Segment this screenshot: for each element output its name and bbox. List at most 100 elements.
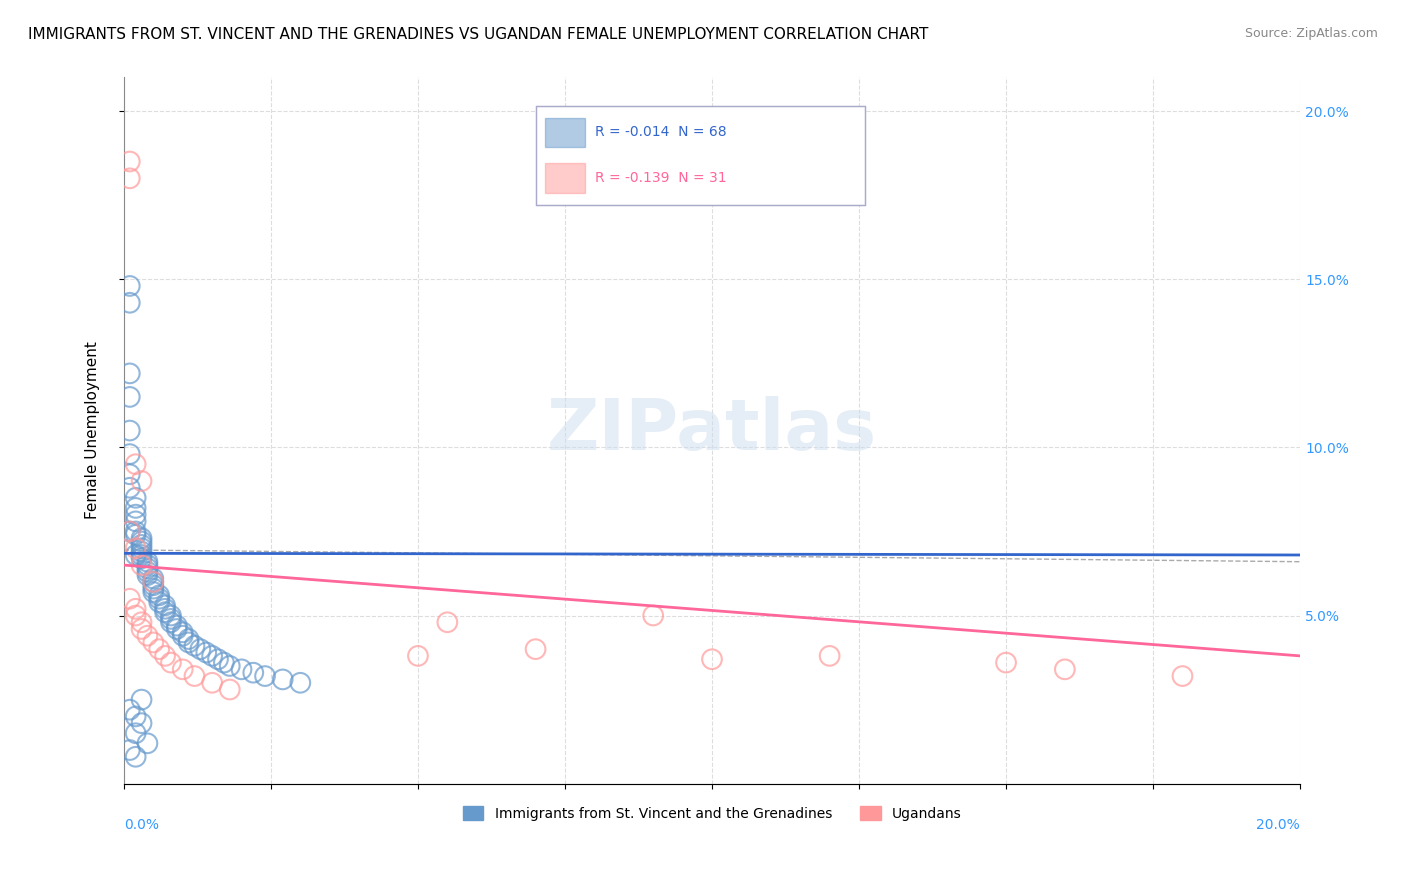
Point [118, 743, 141, 757]
Point [124, 491, 146, 505]
Point [153, 599, 176, 613]
Point [177, 632, 200, 646]
Point [118, 467, 141, 482]
Point [118, 171, 141, 186]
Text: Source: ZipAtlas.com: Source: ZipAtlas.com [1244, 27, 1378, 40]
Point [201, 648, 224, 663]
Point [124, 726, 146, 740]
Point [995, 656, 1018, 670]
Text: IMMIGRANTS FROM ST. VINCENT AND THE GRENADINES VS UGANDAN FEMALE UNEMPLOYMENT CO: IMMIGRANTS FROM ST. VINCENT AND THE GREN… [28, 27, 928, 42]
Point [131, 622, 153, 636]
Point [142, 572, 165, 586]
Point [1053, 662, 1076, 676]
Point [131, 615, 153, 630]
Point [136, 568, 159, 582]
Point [148, 588, 170, 602]
Point [218, 659, 240, 673]
Point [124, 457, 146, 471]
Point [242, 665, 264, 680]
Point [160, 615, 183, 630]
Point [172, 662, 194, 676]
Point [136, 561, 159, 575]
Point [231, 662, 253, 676]
Point [160, 608, 183, 623]
Point [290, 675, 312, 690]
Point [118, 295, 141, 310]
Point [124, 548, 146, 562]
Point [195, 646, 218, 660]
Point [136, 565, 159, 579]
Point [118, 424, 141, 438]
Point [124, 749, 146, 764]
Point [124, 608, 146, 623]
Point [177, 635, 200, 649]
Point [406, 648, 429, 663]
Text: 20.0%: 20.0% [1257, 818, 1301, 832]
Point [142, 585, 165, 599]
Point [218, 682, 240, 697]
Point [118, 524, 141, 539]
Point [131, 551, 153, 566]
Point [131, 716, 153, 731]
Point [131, 544, 153, 558]
Point [700, 652, 723, 666]
Point [124, 524, 146, 539]
Point [207, 652, 229, 666]
Point [190, 642, 212, 657]
Point [142, 582, 165, 596]
Point [271, 673, 294, 687]
Point [124, 528, 146, 542]
Point [118, 367, 141, 381]
Point [136, 629, 159, 643]
Point [153, 605, 176, 619]
Point [212, 656, 235, 670]
Point [118, 154, 141, 169]
Point [124, 500, 146, 515]
Point [131, 538, 153, 552]
Legend: Immigrants from St. Vincent and the Grenadines, Ugandans: Immigrants from St. Vincent and the Gren… [457, 800, 967, 826]
Point [118, 524, 141, 539]
Point [136, 736, 159, 750]
Point [118, 447, 141, 461]
Point [142, 574, 165, 589]
Point [118, 481, 141, 495]
Point [160, 612, 183, 626]
Point [524, 642, 547, 657]
Point [131, 474, 153, 488]
Point [131, 692, 153, 706]
Point [124, 541, 146, 556]
Point [254, 669, 277, 683]
Text: 0.0%: 0.0% [124, 818, 159, 832]
Point [118, 703, 141, 717]
Point [148, 595, 170, 609]
Point [643, 608, 665, 623]
Point [166, 622, 188, 636]
Point [118, 390, 141, 404]
Text: ZIPatlas: ZIPatlas [547, 396, 877, 465]
Point [124, 709, 146, 723]
Point [153, 648, 176, 663]
Point [148, 591, 170, 606]
Point [124, 602, 146, 616]
Point [131, 534, 153, 549]
Point [160, 656, 183, 670]
Point [1171, 669, 1194, 683]
Point [172, 625, 194, 640]
Point [124, 514, 146, 528]
Point [118, 591, 141, 606]
Point [183, 639, 205, 653]
Point [183, 669, 205, 683]
Y-axis label: Female Unemployment: Female Unemployment [86, 342, 100, 519]
Point [142, 578, 165, 592]
Point [142, 635, 165, 649]
Point [124, 508, 146, 522]
Point [131, 531, 153, 545]
Point [131, 541, 153, 556]
Point [818, 648, 841, 663]
Point [436, 615, 458, 630]
Point [136, 555, 159, 569]
Point [172, 629, 194, 643]
Point [148, 642, 170, 657]
Point [142, 574, 165, 589]
Point [118, 279, 141, 293]
